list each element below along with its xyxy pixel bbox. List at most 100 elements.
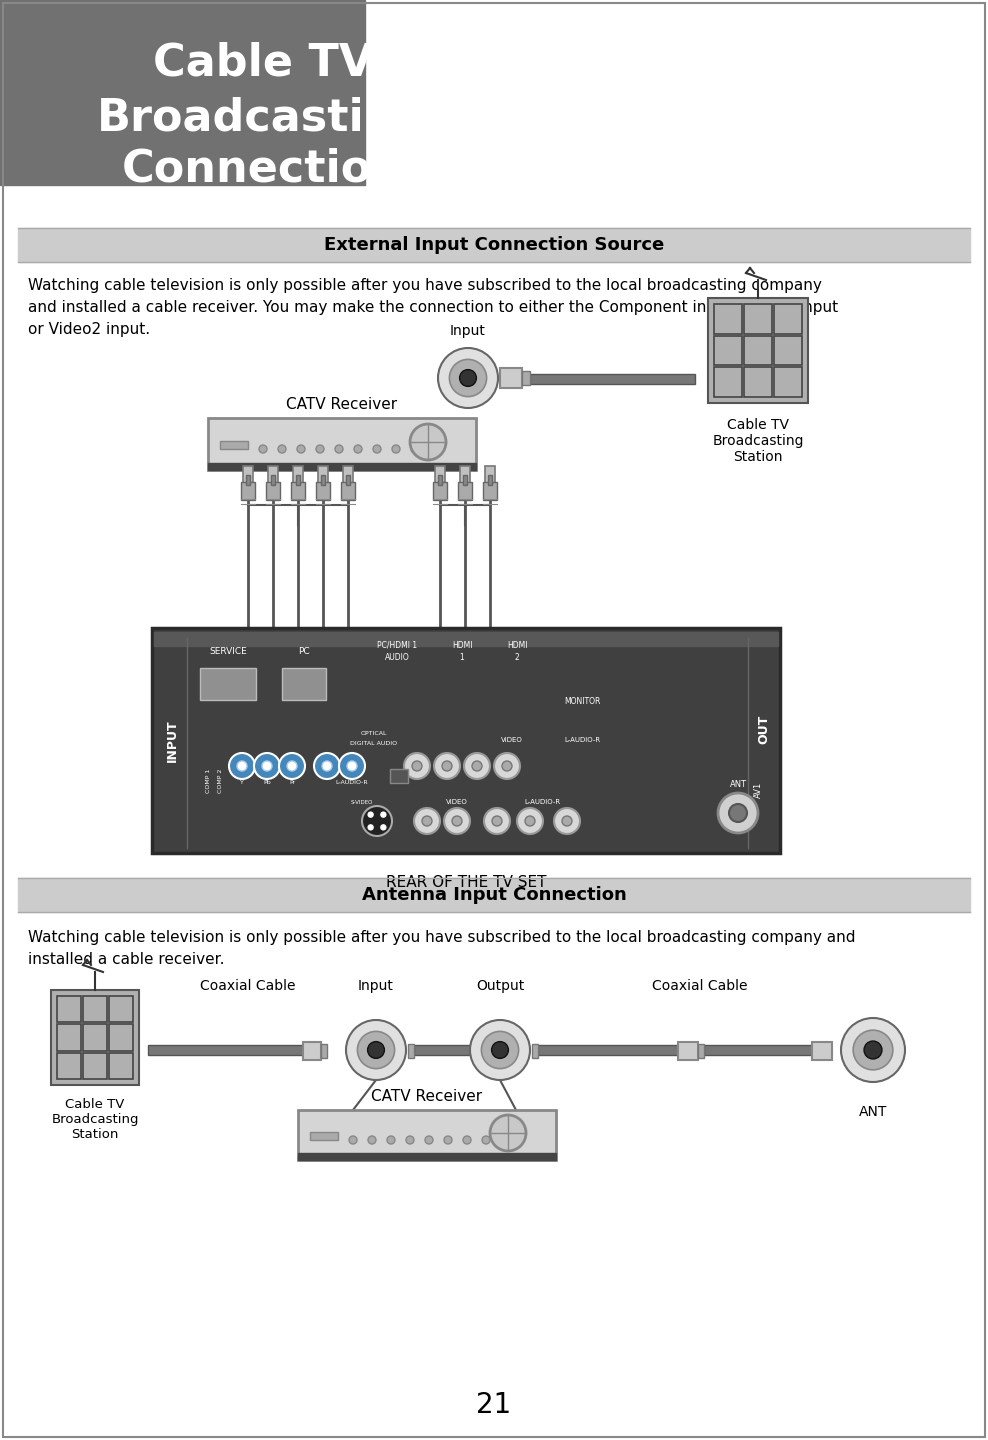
Bar bbox=[774, 304, 802, 334]
Circle shape bbox=[562, 816, 572, 827]
Bar bbox=[296, 475, 300, 485]
Text: COMP 1: COMP 1 bbox=[206, 769, 210, 793]
Bar bbox=[282, 668, 326, 700]
Text: Broadcasting: Broadcasting bbox=[712, 433, 804, 448]
Circle shape bbox=[718, 793, 758, 832]
Bar bbox=[57, 1053, 81, 1079]
Circle shape bbox=[464, 753, 490, 779]
Text: 1: 1 bbox=[459, 652, 464, 662]
Circle shape bbox=[237, 760, 247, 770]
Bar bbox=[266, 482, 280, 500]
Bar bbox=[291, 482, 305, 500]
Bar bbox=[57, 996, 81, 1022]
Circle shape bbox=[841, 1018, 905, 1081]
Circle shape bbox=[525, 816, 535, 827]
Bar bbox=[488, 475, 492, 485]
Text: Coaxial Cable: Coaxial Cable bbox=[652, 979, 748, 994]
Circle shape bbox=[347, 760, 357, 770]
Circle shape bbox=[463, 1136, 471, 1143]
Bar bbox=[271, 475, 275, 485]
Bar bbox=[318, 467, 328, 494]
Circle shape bbox=[369, 812, 373, 816]
Text: Cable TV: Cable TV bbox=[727, 418, 789, 432]
Bar bbox=[220, 441, 248, 449]
Bar bbox=[538, 1045, 678, 1056]
Bar bbox=[83, 996, 107, 1022]
Bar bbox=[390, 769, 408, 783]
Bar bbox=[109, 1053, 133, 1079]
Bar bbox=[208, 418, 476, 469]
Text: ANT: ANT bbox=[859, 1104, 887, 1119]
Text: 2: 2 bbox=[515, 652, 520, 662]
Circle shape bbox=[438, 348, 498, 408]
Bar bbox=[18, 878, 970, 912]
Bar bbox=[435, 467, 445, 494]
Text: Connection: Connection bbox=[122, 148, 404, 192]
Text: Station: Station bbox=[733, 449, 782, 464]
Bar bbox=[530, 374, 695, 384]
Circle shape bbox=[490, 1115, 526, 1151]
Bar bbox=[200, 668, 256, 700]
Text: Coaxial Cable: Coaxial Cable bbox=[201, 979, 295, 994]
Bar bbox=[154, 632, 778, 647]
Circle shape bbox=[494, 753, 520, 779]
Text: Input: Input bbox=[451, 324, 486, 338]
Text: AUDIO: AUDIO bbox=[384, 652, 409, 662]
Circle shape bbox=[297, 445, 305, 454]
Text: REAR OF THE TV SET: REAR OF THE TV SET bbox=[385, 876, 546, 890]
Text: Cable TV: Cable TV bbox=[65, 1097, 124, 1112]
Circle shape bbox=[434, 753, 460, 779]
Bar bbox=[83, 1024, 107, 1051]
Circle shape bbox=[349, 1136, 357, 1143]
Circle shape bbox=[459, 370, 476, 386]
Bar bbox=[268, 467, 278, 494]
Text: Station: Station bbox=[71, 1128, 119, 1140]
Text: HDMI: HDMI bbox=[452, 641, 472, 649]
Circle shape bbox=[259, 445, 267, 454]
Circle shape bbox=[452, 816, 462, 827]
Circle shape bbox=[492, 1041, 509, 1058]
Text: Cable TV: Cable TV bbox=[152, 42, 373, 85]
Text: PC: PC bbox=[298, 647, 310, 657]
Circle shape bbox=[425, 1136, 433, 1143]
Circle shape bbox=[314, 753, 340, 779]
Circle shape bbox=[279, 753, 305, 779]
Circle shape bbox=[406, 1136, 414, 1143]
Circle shape bbox=[262, 760, 272, 770]
Circle shape bbox=[354, 445, 362, 454]
Bar bbox=[774, 336, 802, 366]
Circle shape bbox=[412, 760, 422, 770]
Circle shape bbox=[484, 808, 510, 834]
Text: ANT: ANT bbox=[729, 780, 747, 789]
Text: Pr: Pr bbox=[288, 780, 295, 785]
Circle shape bbox=[368, 1041, 384, 1058]
Text: OPTICAL: OPTICAL bbox=[361, 732, 387, 736]
Text: installed a cable receiver.: installed a cable receiver. bbox=[28, 952, 224, 968]
Circle shape bbox=[358, 1031, 394, 1068]
Text: L-AUDIO-R: L-AUDIO-R bbox=[524, 799, 560, 805]
Circle shape bbox=[444, 808, 470, 834]
Bar bbox=[243, 467, 253, 494]
Circle shape bbox=[392, 445, 400, 454]
Bar bbox=[483, 482, 497, 500]
Circle shape bbox=[362, 806, 392, 837]
Bar bbox=[714, 304, 742, 334]
Bar bbox=[346, 475, 350, 485]
Bar bbox=[310, 1132, 338, 1140]
Circle shape bbox=[373, 445, 381, 454]
Circle shape bbox=[554, 808, 580, 834]
Circle shape bbox=[442, 760, 452, 770]
Text: HDMI: HDMI bbox=[507, 641, 528, 649]
Circle shape bbox=[864, 1041, 882, 1058]
Circle shape bbox=[729, 804, 747, 822]
Circle shape bbox=[854, 1030, 893, 1070]
Bar bbox=[486, 1044, 492, 1058]
Bar bbox=[298, 1153, 556, 1161]
Circle shape bbox=[346, 1020, 406, 1080]
Circle shape bbox=[404, 753, 430, 779]
Text: L-AUDIO-R: L-AUDIO-R bbox=[336, 780, 369, 785]
Text: Pb: Pb bbox=[263, 780, 271, 785]
Bar bbox=[303, 1043, 321, 1060]
Text: CATV Receiver: CATV Receiver bbox=[287, 397, 397, 412]
Text: 21: 21 bbox=[476, 1391, 512, 1418]
